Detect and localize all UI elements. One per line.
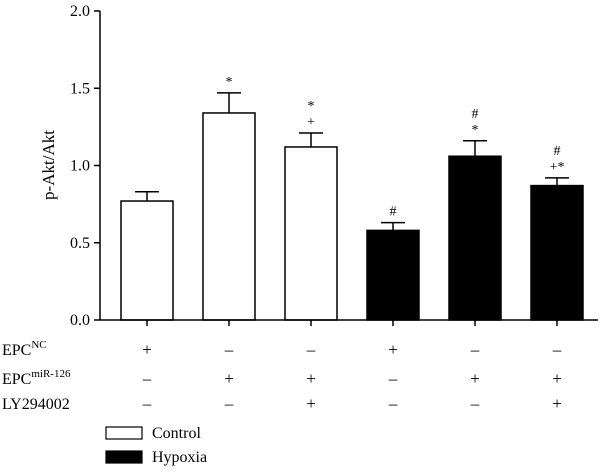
condition-name: EPC [2, 371, 31, 388]
legend-swatch-hypoxia [105, 450, 143, 464]
condition-value: + [224, 369, 234, 388]
condition-label: LY294002 [2, 396, 70, 413]
condition-value: – [388, 394, 398, 413]
bars: *+*#*#+*# [100, 75, 598, 326]
condition-value: – [470, 394, 480, 413]
condition-value: – [552, 340, 562, 359]
significance-mark: # [472, 107, 479, 122]
condition-value: + [306, 394, 316, 413]
condition-value: – [224, 340, 234, 359]
significance-mark: * [308, 99, 315, 114]
legend-swatch-control [105, 426, 143, 440]
y-axis: 0.0 0.5 1.0 1.5 2.0 [70, 3, 101, 329]
legend-label: Control [152, 425, 201, 442]
condition-value: + [388, 340, 398, 359]
condition-table: EPCNC + – – + – –EPCmiR-126– + + – + +LY294002– – + – –… [2, 339, 562, 413]
legend-label: Hypoxia [152, 449, 207, 466]
bar-control [284, 146, 338, 321]
y-tick-label: 1.0 [70, 158, 90, 175]
bar-hypoxia [448, 155, 502, 321]
bar-hypoxia [530, 184, 584, 321]
bar-hypoxia [366, 229, 420, 321]
condition-superscript: NC [31, 339, 46, 351]
significance-mark: # [390, 205, 397, 220]
y-tick-label: 2.0 [70, 3, 90, 20]
condition-value: + [552, 394, 562, 413]
significance-mark: * [226, 75, 233, 90]
y-tick-label: 1.5 [70, 80, 90, 97]
significance-mark: +* [550, 160, 565, 175]
y-tick-label: 0.5 [70, 235, 90, 252]
significance-mark: # [554, 144, 561, 159]
condition-value: – [306, 340, 316, 359]
condition-value: + [552, 369, 562, 388]
condition-label: EPCNC [2, 339, 47, 359]
y-axis-label: p-Akt/Akt [39, 130, 58, 200]
condition-value: + [470, 369, 480, 388]
condition-value: – [224, 394, 234, 413]
significance-mark: + [307, 115, 315, 130]
condition-value: – [142, 394, 152, 413]
condition-superscript: miR-126 [31, 368, 71, 380]
significance-mark: * [472, 123, 479, 138]
condition-name: EPC [2, 342, 31, 359]
condition-value: – [142, 369, 152, 388]
bar-control [202, 112, 256, 321]
condition-value: – [388, 369, 398, 388]
y-tick-label: 0.0 [70, 312, 90, 329]
legend: Control Hypoxia [105, 425, 207, 466]
condition-name: LY294002 [2, 396, 70, 413]
bar-control [120, 200, 174, 321]
condition-label: EPCmiR-126 [2, 368, 71, 388]
condition-value: – [470, 340, 480, 359]
condition-value: + [142, 340, 152, 359]
condition-value: + [306, 369, 316, 388]
